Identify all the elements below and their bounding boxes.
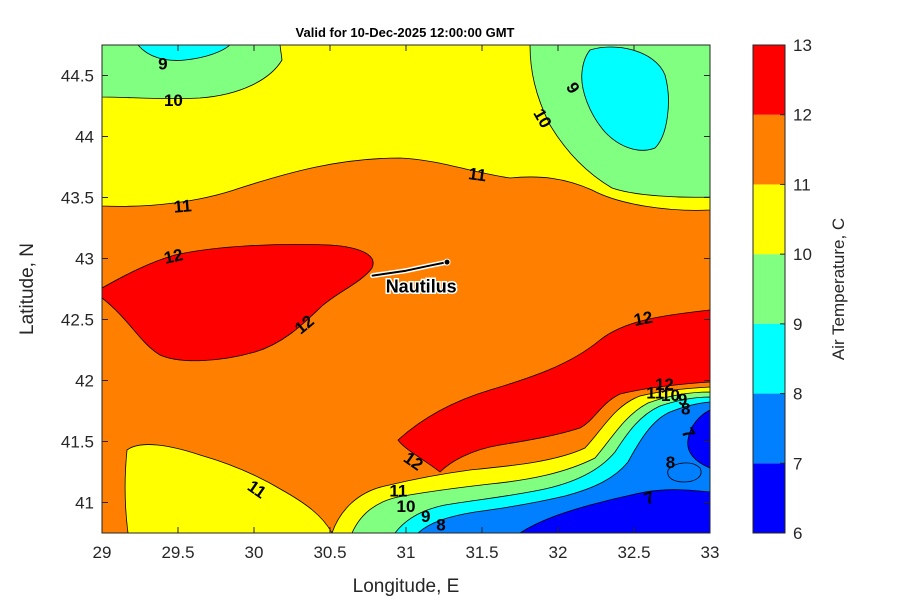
colorbar-ticks: 6 7 8 9 10 11 12 13 <box>780 36 812 543</box>
colorbar <box>753 45 785 533</box>
colorbar-band <box>753 463 785 533</box>
band-9-10-northwest <box>102 45 283 100</box>
colorbar-label: Air Temperature, C <box>829 218 848 360</box>
contour-label: 10 <box>397 497 416 516</box>
contour-label: 12 <box>655 375 674 394</box>
band-10-11-southwest <box>124 444 333 533</box>
colorbar-tick-label: 13 <box>793 36 812 55</box>
contour-label: 10 <box>164 91 183 110</box>
x-tick-label: 32.5 <box>617 543 650 562</box>
y-axis-label: Latitude, N <box>17 243 38 335</box>
contour-label: 10 <box>661 386 680 405</box>
colorbar-band <box>753 323 785 394</box>
y-tick-label: 41 <box>75 494 94 513</box>
contour-label: 9 <box>678 390 687 409</box>
x-tick-label: 30 <box>245 543 264 562</box>
x-axis-ticks: 29 29.5 30 30.5 31 31.5 32 32.5 33 <box>93 45 720 562</box>
band-6-7-east <box>687 409 710 469</box>
contour-label: 12 <box>162 245 184 268</box>
contour-label: 8 <box>681 400 690 419</box>
y-tick-label: 43.5 <box>61 189 94 208</box>
y-axis-ticks: 41 41.5 42 42.5 43 43.5 44 44.5 <box>61 67 710 513</box>
vessel-track: Nautilus <box>370 258 458 298</box>
x-tick-label: 33 <box>701 543 720 562</box>
contour-label: 11 <box>389 481 407 500</box>
x-tick-label: 29 <box>93 543 112 562</box>
colorbar-band <box>753 393 785 464</box>
band-7-8-patch <box>667 462 702 483</box>
colorbar-tick-label: 7 <box>793 454 802 473</box>
x-tick-label: 30.5 <box>313 543 346 562</box>
band-8-9-northwest <box>137 45 231 61</box>
colorbar-tick-label: 12 <box>793 106 812 125</box>
x-tick-label: 31 <box>397 543 416 562</box>
contour-label: 11 <box>467 164 487 185</box>
contour-label: 9 <box>421 507 430 526</box>
vessel-track-line <box>371 261 449 277</box>
colorbar-tick-label: 9 <box>793 315 802 334</box>
colorbar-tick-label: 11 <box>793 175 811 194</box>
x-tick-label: 29.5 <box>161 543 194 562</box>
y-tick-label: 44 <box>75 128 94 147</box>
y-tick-label: 42 <box>75 372 94 391</box>
x-tick-label: 31.5 <box>465 543 498 562</box>
contour-label: 8 <box>436 515 445 534</box>
colorbar-tick-label: 6 <box>793 524 802 543</box>
colorbar-frame <box>752 44 786 534</box>
y-tick-label: 44.5 <box>61 67 94 86</box>
band-12-13-west <box>102 244 374 362</box>
contour-label: 9 <box>158 54 167 73</box>
colorbar-tick-label: 10 <box>793 245 812 264</box>
colorbar-band <box>753 45 785 115</box>
colorbar-band <box>753 184 785 255</box>
contour-label: 11 <box>173 196 193 216</box>
y-tick-label: 43 <box>75 250 94 269</box>
x-axis-label: Longitude, E <box>353 576 460 597</box>
x-tick-label: 32 <box>549 543 568 562</box>
y-tick-label: 42.5 <box>61 311 94 330</box>
band-6-7-south <box>519 489 710 533</box>
colorbar-band <box>753 114 785 185</box>
contour-label: 8 <box>666 453 675 472</box>
vessel-position-marker <box>443 258 451 266</box>
vessel-name-label: Nautilus <box>386 277 457 297</box>
y-tick-label: 41.5 <box>61 433 94 452</box>
colorbar-band <box>753 254 785 324</box>
contour-label: 11 <box>646 384 664 403</box>
plot-title: Valid for 10-Dec-2025 12:00:00 GMT <box>296 25 515 40</box>
contour-label: 12 <box>632 308 654 330</box>
band-12-13-southeast <box>397 309 710 473</box>
colorbar-tick-label: 8 <box>793 385 802 404</box>
band-8-9-northeast <box>581 46 669 151</box>
